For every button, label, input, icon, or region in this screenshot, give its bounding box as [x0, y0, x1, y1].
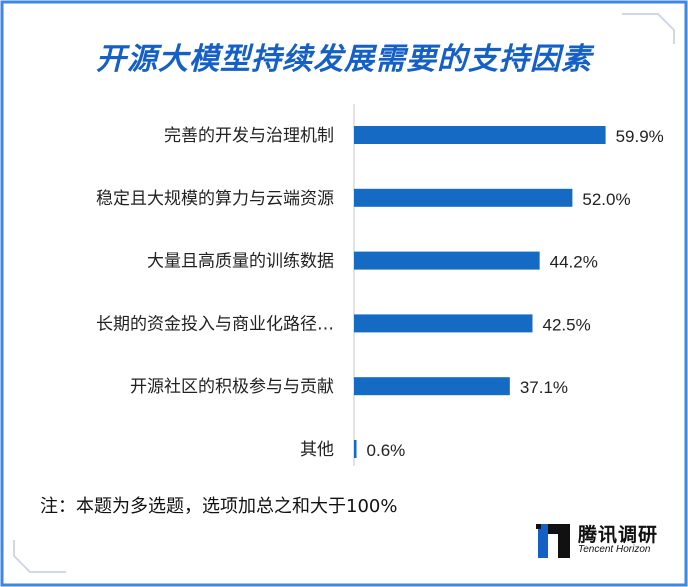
- bar: [354, 188, 573, 207]
- chart-title: 开源大模型持续发展需要的支持因素: [96, 42, 592, 77]
- footnote: 注：本题为多选题，选项加总之和大于100%: [40, 496, 398, 517]
- brand-name-en: Tencent Horizon: [578, 544, 651, 555]
- tencent-horizon-logo-icon: [536, 524, 570, 558]
- value-label: 37.1%: [520, 378, 568, 397]
- value-label: 42.5%: [543, 315, 591, 334]
- category-label: 其他: [300, 440, 334, 460]
- value-label: 59.9%: [616, 127, 664, 146]
- bar: [354, 314, 533, 333]
- value-label: 52.0%: [582, 190, 630, 209]
- category-label: 完善的开发与治理机制: [164, 126, 334, 146]
- value-label: 0.6%: [367, 441, 406, 460]
- corner-decoration-top-right: [622, 13, 675, 44]
- category-label: 长期的资金投入与商业化路径…: [96, 314, 334, 334]
- category-label: 稳定且大规模的算力与云端资源: [96, 189, 334, 209]
- corner-decoration-bottom-left: [13, 540, 66, 573]
- bar: [354, 126, 606, 144]
- bar: [354, 440, 357, 458]
- brand-logo: 腾讯调研 Tencent Horizon: [536, 518, 676, 562]
- brand-name-cn: 腾讯调研: [578, 524, 659, 546]
- category-label: 大量且高质量的训练数据: [147, 252, 334, 272]
- bar: [354, 251, 540, 270]
- bar: [354, 377, 510, 396]
- category-label: 开源社区的积极参与与贡献: [130, 377, 334, 397]
- value-label: 44.2%: [550, 253, 598, 272]
